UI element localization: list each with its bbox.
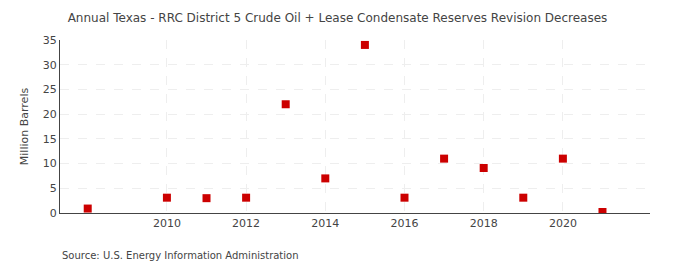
svg-text:35: 35 — [43, 34, 57, 47]
svg-text:Million Barrels: Million Barrels — [18, 88, 31, 166]
svg-text:2020: 2020 — [549, 217, 577, 230]
svg-text:2012: 2012 — [232, 217, 260, 230]
svg-text:2018: 2018 — [470, 217, 498, 230]
svg-text:30: 30 — [43, 59, 57, 72]
svg-text:2016: 2016 — [391, 217, 419, 230]
svg-text:20: 20 — [43, 108, 57, 121]
svg-text:25: 25 — [43, 83, 57, 96]
svg-text:2014: 2014 — [311, 217, 339, 230]
svg-text:10: 10 — [43, 157, 57, 170]
svg-text:Annual Texas - RRC District 5: Annual Texas - RRC District 5 Crude Oil … — [68, 11, 608, 25]
svg-text:2010: 2010 — [153, 217, 181, 230]
svg-text:0: 0 — [50, 207, 57, 220]
svg-text:15: 15 — [43, 133, 57, 146]
svg-text:5: 5 — [50, 182, 57, 195]
svg-text:Source: U.S. Energy Informatio: Source: U.S. Energy Information Administ… — [62, 250, 299, 261]
